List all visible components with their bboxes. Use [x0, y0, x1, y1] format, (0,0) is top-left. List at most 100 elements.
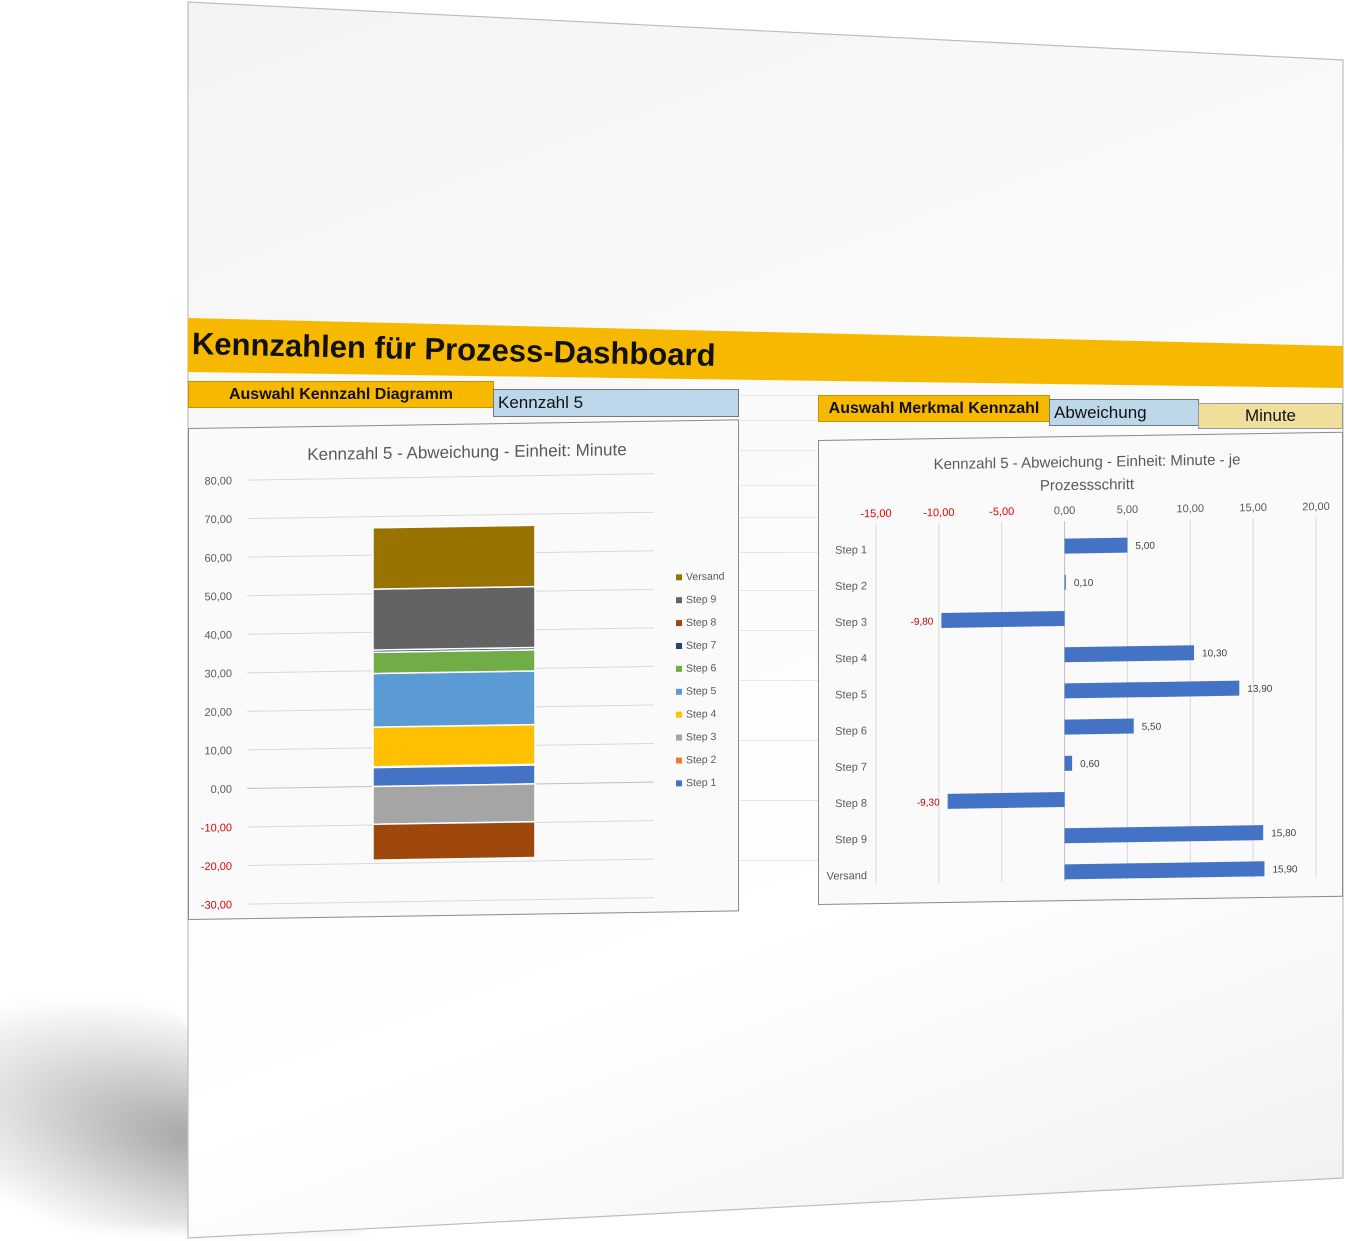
cell-gridline [740, 800, 818, 801]
y-tick-label: 60,00 [204, 552, 232, 564]
legend-swatch-step-4 [676, 711, 682, 718]
legend-label: Step 3 [686, 731, 717, 743]
y-tick-label: -10,00 [201, 822, 232, 834]
bar-step-3 [941, 611, 1065, 628]
chart-title-line: Kennzahl 5 - Abweichung - Einheit: Minut… [934, 451, 1241, 473]
y-gridline [247, 897, 654, 905]
chart-title-line: Prozessschritt [1040, 476, 1135, 494]
data-label: 0,60 [1080, 759, 1100, 770]
cell-gridline [740, 860, 818, 861]
cell-gridline [740, 450, 818, 451]
data-label: 5,50 [1142, 722, 1162, 733]
kennzahl-selector-value[interactable]: Kennzahl 5 [493, 389, 739, 417]
stacked-segment-step-9 [372, 585, 536, 651]
data-label: 10,30 [1202, 648, 1227, 659]
stacked-segment-step-5 [372, 670, 536, 728]
merkmal-selector-value[interactable]: Abweichung [1049, 399, 1199, 426]
cell-gridline [740, 590, 818, 591]
y-tick-label: 50,00 [204, 591, 232, 603]
bar-step-1 [1064, 537, 1128, 554]
category-label: Step 1 [835, 544, 867, 556]
stacked-chart[interactable]: Kennzahl 5 - Abweichung - Einheit: Minut… [188, 419, 739, 920]
horizontal-bar-chart-svg: Kennzahl 5 - Abweichung - Einheit: Minut… [827, 451, 1330, 885]
unit-cell: Minute [1198, 403, 1343, 429]
y-tick-label: 80,00 [204, 475, 232, 487]
legend-label: Step 2 [686, 754, 717, 766]
y-gridline [247, 511, 654, 520]
stacked-segment-step-8 [372, 820, 536, 861]
x-tick-label: 10,00 [1177, 503, 1205, 515]
y-tick-label: 10,00 [204, 745, 232, 757]
x-tick-label: 15,00 [1239, 502, 1267, 514]
x-tick-label: 0,00 [1054, 505, 1075, 517]
legend-swatch-versand [676, 574, 682, 581]
legend-label: Step 9 [686, 594, 717, 606]
stacked-segment-step-6 [372, 649, 536, 675]
legend-swatch-step-7 [676, 642, 682, 650]
y-tick-label: 0,00 [211, 784, 232, 796]
legend-label: Step 1 [686, 777, 717, 789]
category-label: Step 7 [835, 761, 867, 773]
bar-step-8 [947, 792, 1065, 809]
legend-swatch-step-5 [676, 688, 682, 695]
data-label: 15,90 [1272, 864, 1297, 875]
cell-gridline [740, 552, 818, 553]
category-label: Versand [827, 870, 867, 883]
legend-swatch-step-1 [676, 780, 682, 787]
legend-swatch-step-9 [676, 597, 682, 604]
bar-step-7 [1064, 755, 1073, 771]
cell-gridline [740, 680, 818, 681]
x-tick-label: 5,00 [1117, 504, 1138, 516]
cell-gridline [740, 630, 818, 631]
y-tick-label: 20,00 [204, 707, 232, 719]
category-label: Step 9 [835, 834, 867, 846]
bar-step-5 [1064, 680, 1240, 699]
category-label: Step 4 [835, 653, 867, 665]
data-label: -9,80 [911, 617, 934, 628]
category-label: Step 6 [835, 725, 867, 737]
legend-label: Step 5 [686, 685, 717, 697]
y-tick-label: 70,00 [204, 514, 232, 526]
legend-label: Versand [686, 571, 725, 584]
legend-label: Step 4 [686, 708, 717, 720]
data-label: 0,10 [1074, 578, 1094, 589]
chart-title: Kennzahl 5 - Abweichung - Einheit: Minut… [307, 440, 626, 464]
bar-step-6 [1064, 718, 1134, 735]
legend-swatch-step-3 [676, 734, 682, 741]
bar-step-9 [1064, 825, 1264, 844]
data-label: 15,80 [1271, 828, 1296, 839]
stacked-segment-step-3 [372, 783, 536, 825]
cell-gridline [740, 740, 818, 741]
category-label: Step 3 [835, 617, 867, 629]
legend-label: Step 7 [686, 639, 717, 651]
bar-versand [1064, 861, 1265, 880]
cell-gridline [740, 420, 818, 421]
legend-swatch-step-6 [676, 665, 682, 672]
legend-label: Step 8 [686, 616, 717, 628]
x-tick-label: 20,00 [1302, 501, 1330, 513]
cell-gridline [740, 485, 818, 486]
cell-gridline [740, 395, 818, 396]
x-tick-label: -5,00 [989, 506, 1014, 518]
category-label: Step 5 [835, 689, 867, 701]
y-tick-label: -20,00 [201, 861, 232, 873]
category-label: Step 8 [835, 798, 867, 810]
bar-step-2 [1064, 574, 1066, 590]
stacked-segment-step-4 [372, 723, 536, 768]
data-label: 5,00 [1135, 541, 1155, 552]
stacked-segment-versand [372, 524, 536, 590]
cell-gridline [740, 517, 818, 518]
stacked-chart-svg: Kennzahl 5 - Abweichung - Einheit: Minut… [201, 440, 725, 912]
y-gridline [247, 473, 654, 481]
data-label: -9,30 [917, 797, 940, 808]
category-label: Step 2 [835, 580, 867, 592]
bar-step-4 [1064, 645, 1195, 663]
x-tick-label: -15,00 [860, 508, 891, 520]
data-label: 13,90 [1247, 684, 1272, 695]
y-tick-label: -30,00 [201, 899, 232, 911]
legend-swatch-step-8 [676, 620, 682, 627]
kennzahl-selector-label: Auswahl Kennzahl Diagramm [188, 381, 494, 408]
y-tick-label: 30,00 [204, 668, 232, 680]
horizontal-bar-chart[interactable]: Kennzahl 5 - Abweichung - Einheit: Minut… [818, 431, 1343, 905]
merkmal-selector-label: Auswahl Merkmal Kennzahl [818, 395, 1050, 422]
